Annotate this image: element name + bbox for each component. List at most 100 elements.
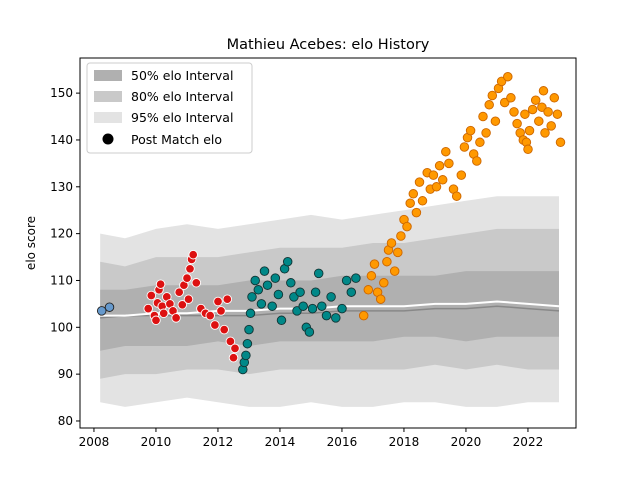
elo-point-series-2	[259, 266, 270, 276]
elo-point-series-1	[155, 279, 166, 289]
legend-label-50: 50% elo Interval	[131, 68, 233, 83]
elo-point-series-3	[538, 86, 549, 96]
elo-point-series-2	[267, 301, 277, 311]
elo-point-series-1	[183, 294, 194, 304]
elo-point-series-3	[478, 111, 488, 122]
elo-point-series-3	[396, 231, 406, 241]
elo-point-series-3	[481, 128, 491, 138]
elo-point-series-1	[188, 249, 198, 260]
elo-point-series-3	[506, 93, 516, 103]
elo-point-series-3	[465, 125, 476, 136]
elo-point-series-3	[366, 271, 377, 281]
elo-point-series-3	[546, 121, 556, 131]
x-tick-label: 2014	[265, 435, 296, 449]
elo-point-series-1	[191, 278, 202, 288]
elo-point-series-3	[393, 247, 403, 258]
elo-point-series-3	[537, 102, 547, 112]
elo-point-series-2	[256, 299, 267, 309]
elo-point-series-3	[523, 144, 533, 155]
elo-point-series-2	[321, 310, 332, 321]
elo-point-series-1	[230, 343, 240, 354]
y-tick-label: 110	[50, 273, 73, 287]
x-tick-label: 2010	[141, 435, 172, 449]
elo-point-series-2	[326, 292, 336, 302]
elo-point-series-3	[456, 170, 467, 180]
elo-point-series-2	[262, 280, 273, 290]
elo-point-series-1	[228, 352, 239, 363]
elo-point-series-3	[411, 207, 422, 218]
elo-point-series-3	[408, 189, 419, 199]
x-tick-label: 2016	[327, 435, 358, 449]
elo-point-series-3	[414, 177, 425, 187]
x-tick-label: 2008	[79, 435, 110, 449]
elo-point-series-3	[389, 266, 400, 276]
elo-point-series-2	[250, 275, 260, 286]
plot-area	[96, 71, 566, 407]
elo-point-series-1	[171, 313, 181, 323]
elo-point-series-3	[524, 125, 535, 136]
elo-point-series-3	[490, 116, 501, 126]
elo-point-series-2	[317, 301, 327, 311]
elo-point-series-3	[509, 107, 519, 117]
elo-point-series-2	[307, 303, 318, 314]
elo-point-series-3	[441, 146, 451, 157]
elo-point-series-3	[431, 182, 442, 192]
elo-point-series-2	[244, 324, 254, 335]
elo-point-series-1	[158, 308, 169, 319]
elo-point-series-2	[337, 303, 347, 314]
elo-point-series-3	[434, 160, 445, 171]
elo-point-series-2	[341, 275, 352, 286]
elo-point-series-3	[472, 156, 482, 166]
chart-title: Mathieu Acebes: elo History	[227, 37, 430, 53]
band-50	[100, 271, 559, 351]
x-tick-label: 2022	[513, 435, 544, 449]
x-tick-label: 2012	[203, 435, 234, 449]
y-tick-label: 90	[58, 367, 73, 381]
elo-point-series-2	[304, 327, 315, 337]
elo-point-series-1	[143, 303, 153, 314]
elo-point-series-3	[437, 175, 448, 185]
elo-point-series-2	[276, 315, 287, 326]
plot-frame	[79, 57, 577, 429]
elo-point-series-3	[459, 142, 470, 152]
elo-point-series-2	[346, 287, 357, 297]
elo-point-series-0	[96, 306, 107, 316]
legend: 50% elo Interval 80% elo Interval 95% el…	[86, 62, 253, 154]
elo-point-series-3	[549, 93, 560, 103]
elo-point-series-3	[386, 238, 397, 248]
legend-box	[86, 62, 253, 154]
elo-point-series-1	[225, 336, 236, 347]
x-tick-label: 2018	[389, 435, 420, 449]
elo-point-series-3	[382, 256, 392, 267]
elo-point-series-3	[484, 100, 494, 110]
elo-point-series-3	[503, 71, 513, 82]
elo-point-series-3	[540, 128, 550, 138]
legend-swatch-80	[94, 91, 122, 102]
elo-point-series-3	[363, 285, 374, 295]
legend-swatch-50	[94, 70, 122, 81]
elo-point-series-3	[369, 259, 380, 269]
y-tick-label: 120	[50, 227, 73, 241]
elo-point-series-1	[205, 310, 215, 321]
elo-point-series-1	[213, 296, 223, 307]
elo-point-series-1	[174, 287, 184, 297]
y-tick-label: 100	[50, 320, 73, 334]
elo-point-series-3	[527, 104, 538, 115]
y-axis-label: elo score	[24, 216, 38, 270]
elo-point-series-2	[310, 287, 321, 297]
legend-swatch-95	[94, 112, 122, 123]
elo-point-series-3	[499, 97, 510, 108]
elo-point-series-2	[253, 285, 264, 295]
elo-point-series-1	[182, 273, 192, 283]
elo-point-series-2	[273, 289, 284, 300]
elo-point-series-1	[185, 264, 195, 274]
elo-point-series-3	[358, 310, 369, 321]
y-tick-label: 150	[50, 86, 73, 100]
y-tick-label: 80	[58, 414, 73, 428]
elo-point-series-3	[555, 137, 566, 148]
elo-point-series-2	[295, 287, 305, 297]
elo-point-series-3	[451, 191, 462, 201]
elo-point-series-3	[496, 76, 507, 87]
legend-marker-post-match	[102, 133, 114, 145]
